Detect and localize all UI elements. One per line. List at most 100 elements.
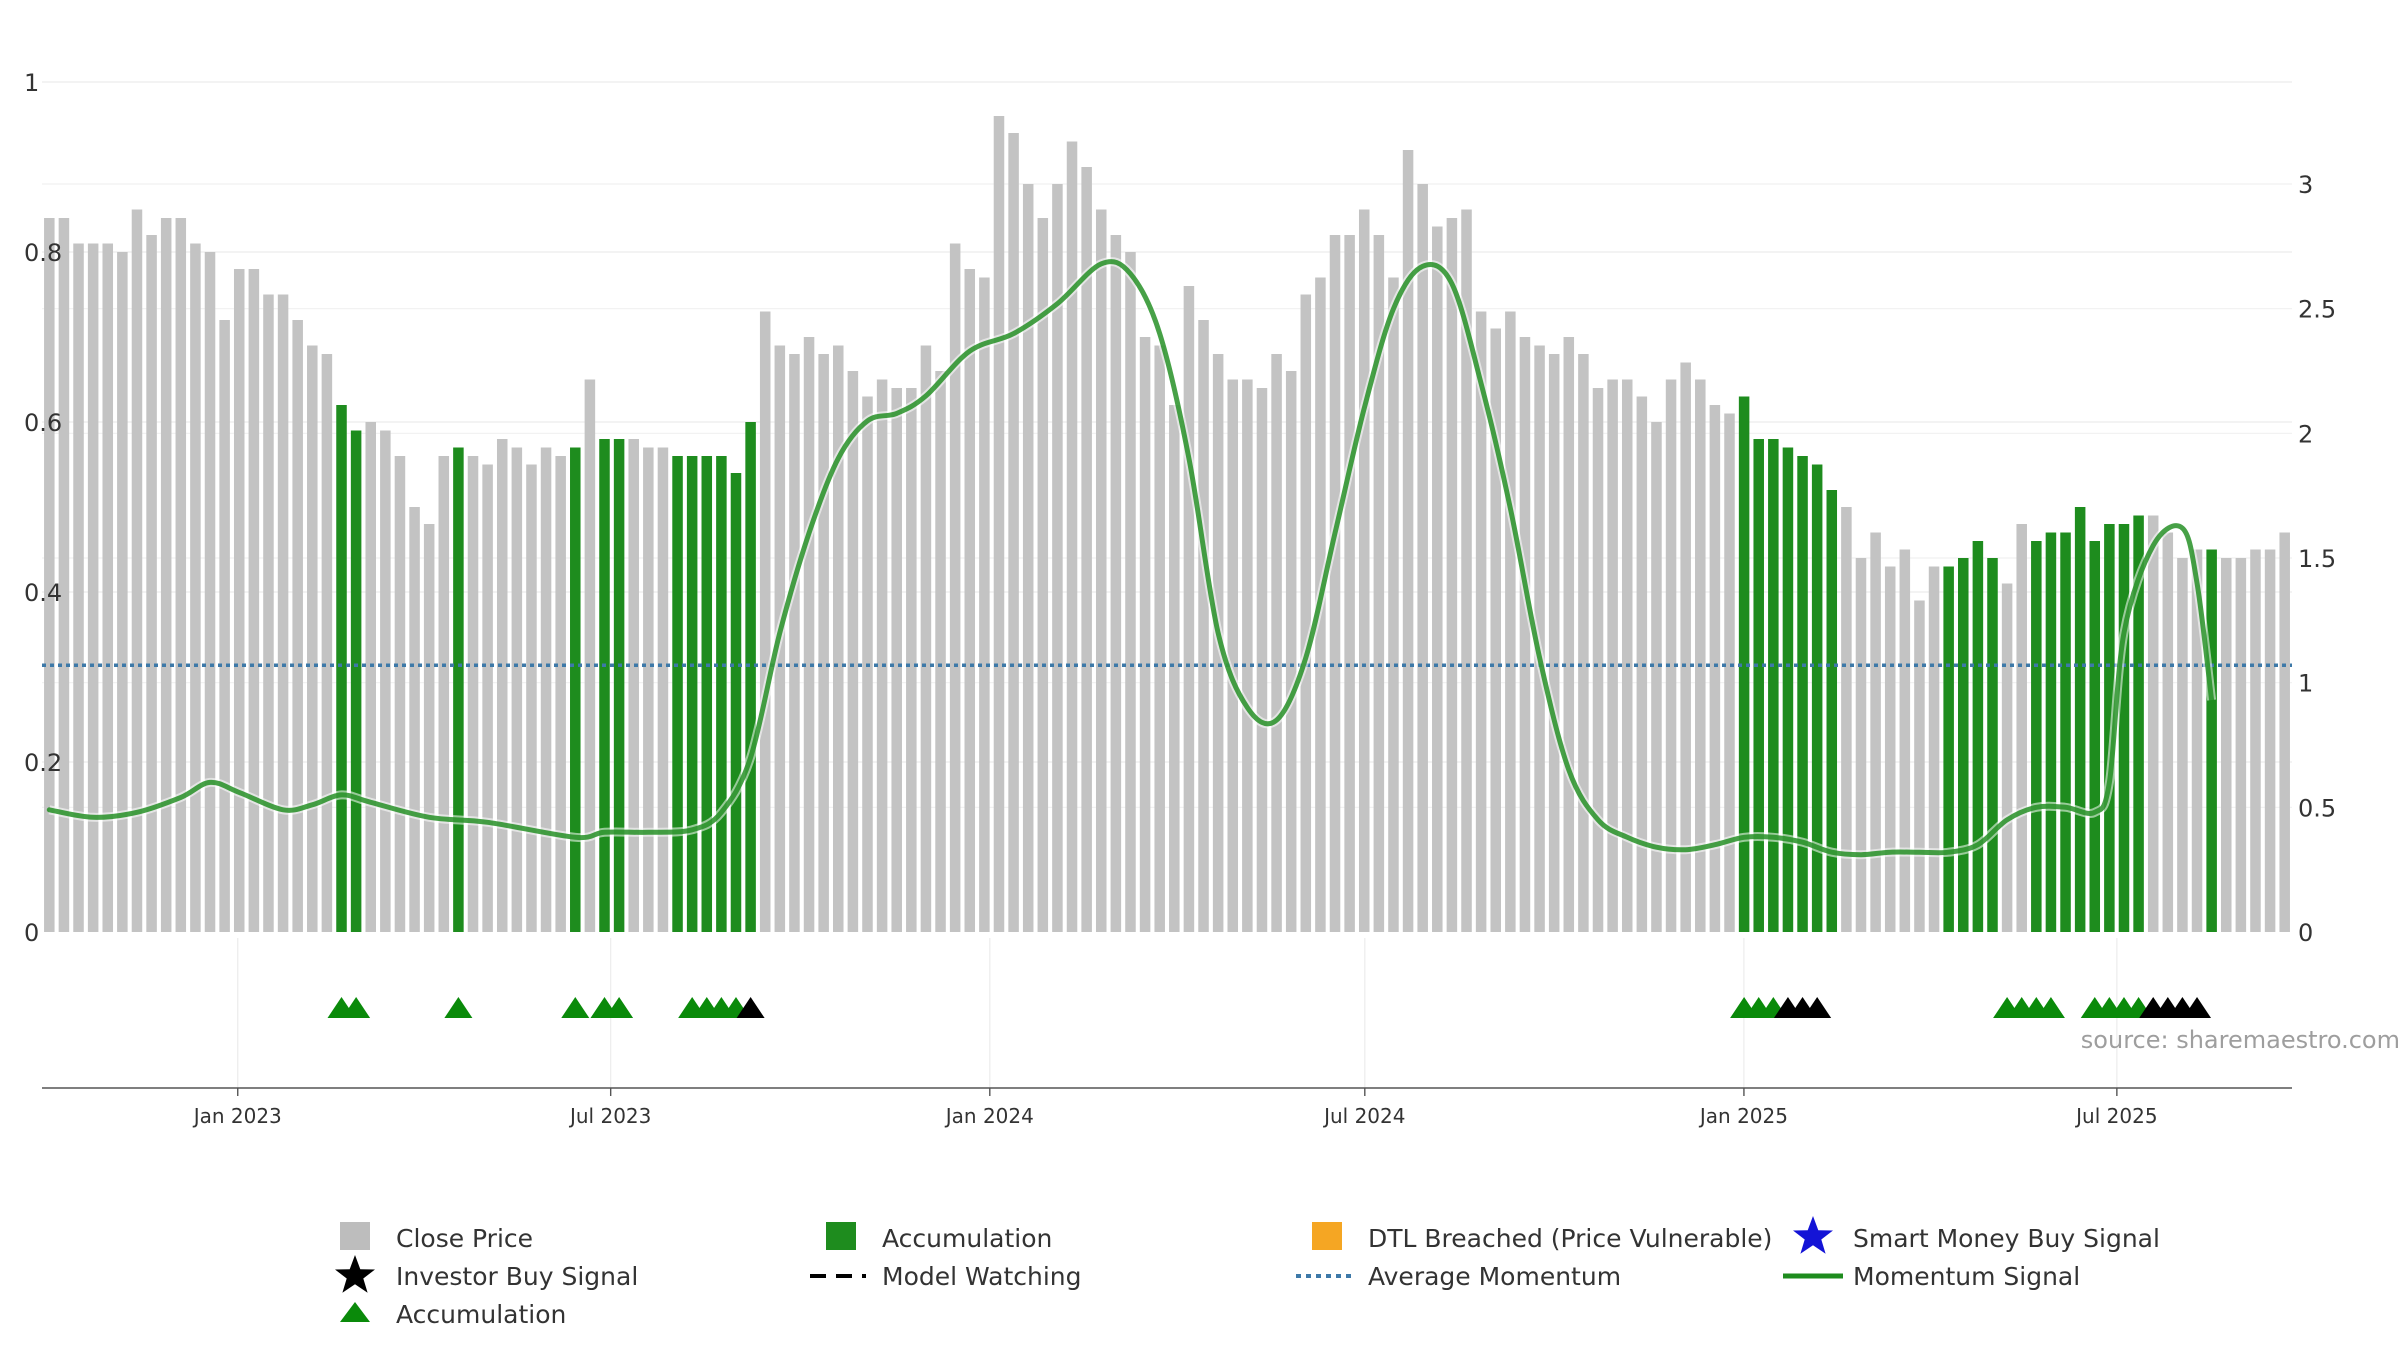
accumulation-bar-148 <box>2206 549 2217 932</box>
close-price-bar-7 <box>146 235 157 932</box>
x-tick-label-1: Jul 2023 <box>568 1104 651 1128</box>
close-price-bar-29 <box>467 456 479 932</box>
close-price-bar-9 <box>175 218 187 932</box>
close-price-bar-70 <box>1066 141 1078 932</box>
close-price-bar-3 <box>87 243 99 932</box>
close-price-bar-79 <box>1198 320 1209 932</box>
accumulation-bar-138 <box>2060 532 2071 932</box>
close-price-bar-64 <box>979 277 990 932</box>
close-price-bar-104 <box>1563 337 1575 932</box>
close-price-bar-144 <box>2147 515 2159 932</box>
close-price-bar-76 <box>1154 345 1165 932</box>
close-price-bar-1 <box>58 218 70 932</box>
left-tick-label-3: 0.6 <box>24 409 62 437</box>
right-tick-label-2: 1 <box>2298 670 2313 698</box>
close-price-bar-100 <box>1505 311 1516 932</box>
investor-buy-marker-0 <box>736 997 765 1018</box>
close-price-bar-110 <box>1651 422 1662 932</box>
accumulation-bar-36 <box>570 447 581 932</box>
right-tick-label-3: 1.5 <box>2298 545 2336 573</box>
close-price-bar-86 <box>1300 294 1312 932</box>
legend-smart-money-star <box>1793 1216 1833 1254</box>
close-price-bar-91 <box>1373 235 1385 932</box>
legend-dtl-swatch <box>1312 1222 1342 1250</box>
close-price-bar-77 <box>1169 405 1180 932</box>
close-price-bar-22 <box>365 422 376 932</box>
close-price-bar-37 <box>584 379 596 932</box>
x-tick-label-5: Jul 2025 <box>2074 1104 2157 1128</box>
legend-investor-buy-star <box>335 1255 375 1293</box>
close-price-bar-4 <box>102 243 114 932</box>
close-price-bar-147 <box>2191 549 2203 932</box>
accumulation-bar-139 <box>2074 507 2086 932</box>
close-price-bar-32 <box>511 447 523 932</box>
accumulation-bar-47 <box>730 473 742 932</box>
close-price-bar-145 <box>2162 532 2174 932</box>
accumulation-bar-131 <box>1958 558 1969 932</box>
close-price-bar-85 <box>1285 371 1297 932</box>
close-price-bar-30 <box>482 464 493 932</box>
close-price-bar-153 <box>2279 532 2290 932</box>
left-tick-label-1: 0.2 <box>24 749 62 777</box>
close-price-bar-24 <box>394 456 406 932</box>
right-tick-label-4: 2 <box>2298 420 2313 448</box>
x-tick-label-3: Jul 2024 <box>1322 1104 1405 1128</box>
close-price-bar-60 <box>920 345 932 932</box>
left-tick-label-5: 1 <box>24 69 39 97</box>
close-price-bar-152 <box>2264 549 2276 932</box>
close-price-bar-19 <box>321 354 333 932</box>
close-price-bar-75 <box>1139 337 1151 932</box>
accumulation-bar-48 <box>745 422 756 932</box>
close-price-bar-51 <box>789 354 800 932</box>
close-price-bar-78 <box>1183 286 1195 932</box>
momentum-signal-path <box>46 259 2215 858</box>
close-price-bar-107 <box>1607 379 1618 932</box>
accumulation-bar-122 <box>1826 490 1838 932</box>
close-price-bar-73 <box>1110 235 1122 932</box>
close-price-bar-150 <box>2235 558 2247 932</box>
legend-close-price-swatch <box>340 1222 370 1250</box>
accumulation-bar-46 <box>716 456 727 932</box>
close-price-bar-35 <box>555 456 566 932</box>
close-price-bar-52 <box>803 337 815 932</box>
close-price-bar-94 <box>1417 184 1428 932</box>
accumulation-bar-39 <box>613 439 625 932</box>
close-price-bar-146 <box>2177 558 2188 932</box>
accumulation-bar-121 <box>1811 464 1823 932</box>
source-watermark: source: sharemaestro.com <box>2081 1026 2400 1054</box>
accumulation-bar-119 <box>1782 447 1794 932</box>
close-price-bar-10 <box>190 243 201 932</box>
close-price-bar-106 <box>1592 388 1604 932</box>
close-price-bar-84 <box>1271 354 1282 932</box>
close-price-bar-103 <box>1548 354 1560 932</box>
axes: Jan 2023 Jul 2023 Jan 2024 Jul 2024 Jan 2025… <box>24 69 2336 1128</box>
close-price-bar-113 <box>1695 379 1706 932</box>
close-price-bar-34 <box>540 447 552 932</box>
close-price-bar-115 <box>1724 413 1735 932</box>
close-price-bar-61 <box>935 371 946 932</box>
close-price-bar-54 <box>833 345 844 932</box>
close-price-bar-8 <box>160 218 172 932</box>
accumulation-marker-16 <box>2036 997 2065 1018</box>
close-price-bar-126 <box>1884 566 1896 932</box>
close-price-bar-41 <box>643 447 654 932</box>
close-price-bar-105 <box>1578 354 1589 932</box>
left-tick-label-4: 0.8 <box>24 239 62 267</box>
legend-dtl-label: DTL Breached (Price Vulnerable) <box>1368 1224 1772 1253</box>
close-price-bar-12 <box>219 320 230 932</box>
close-price-bar-124 <box>1855 558 1867 932</box>
accumulation-bar-130 <box>1943 566 1954 932</box>
close-price-bar-59 <box>906 388 917 932</box>
legend-accumulation-bar-label: Accumulation <box>882 1224 1052 1253</box>
close-price-bar-88 <box>1329 235 1341 932</box>
accumulation-bar-118 <box>1768 439 1779 932</box>
close-price-bar-129 <box>1928 566 1940 932</box>
close-price-bar-58 <box>891 388 902 932</box>
close-price-bar-33 <box>526 464 537 932</box>
accumulation-bar-133 <box>1987 558 1998 932</box>
close-price-bar-63 <box>964 269 976 932</box>
legend-accumulation-marker-triangle <box>340 1302 370 1322</box>
close-price-bar-68 <box>1037 218 1049 932</box>
legend: Close Price Accumulation DTL Breached (P… <box>335 1216 2160 1329</box>
